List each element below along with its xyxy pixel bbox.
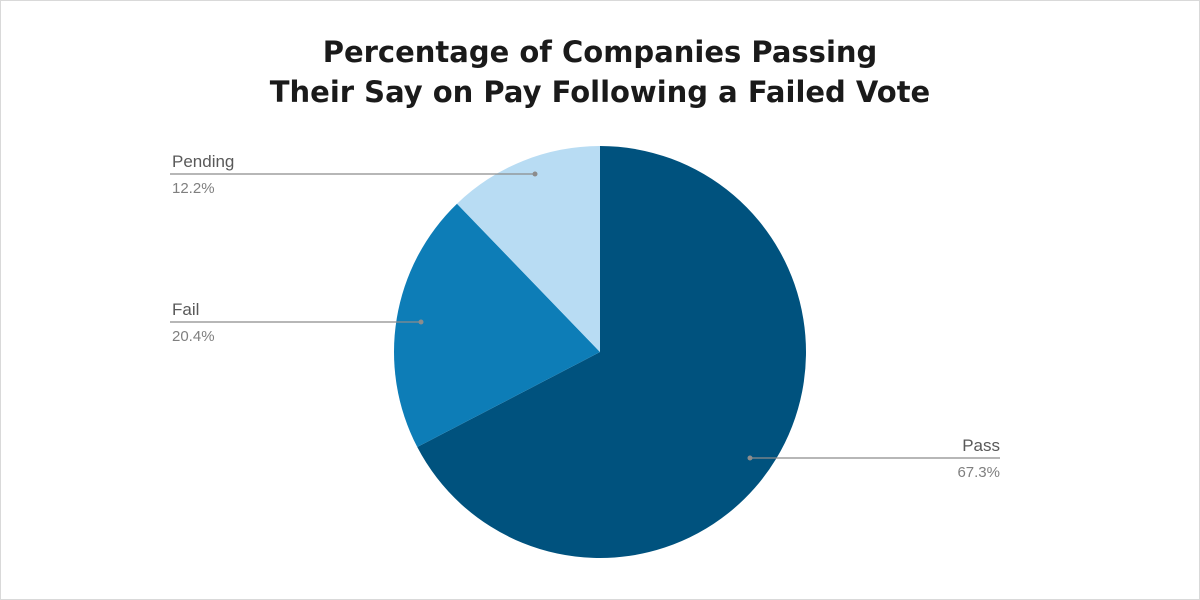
chart-title-line-1: Percentage of Companies Passing <box>322 35 878 69</box>
slice-value-fail: 20.4% <box>172 328 215 345</box>
pie-slice-fail <box>394 203 600 448</box>
slice-value-pass: 67.3% <box>957 464 1000 481</box>
leader-lines <box>170 171 1000 461</box>
pie-slice-pending <box>456 146 600 352</box>
pie-slices <box>394 146 806 558</box>
chart-title-line-2: Their Say on Pay Following a Failed Vote <box>269 75 931 109</box>
chart-title: Percentage of Companies Passing Their Sa… <box>0 32 1200 112</box>
pie-slice-pass <box>417 146 806 558</box>
slice-value-pending: 12.2% <box>172 180 215 197</box>
slice-label-pass: Pass <box>962 436 1000 455</box>
leader-dot-pending <box>532 171 538 177</box>
slice-label-pending: Pending <box>172 152 234 171</box>
slice-labels: Pass 67.3% Fail 20.4% Pending 12.2% <box>172 152 1000 481</box>
leader-dot-pass <box>747 455 753 461</box>
slice-label-fail: Fail <box>172 300 199 319</box>
leader-dot-fail <box>418 319 424 325</box>
